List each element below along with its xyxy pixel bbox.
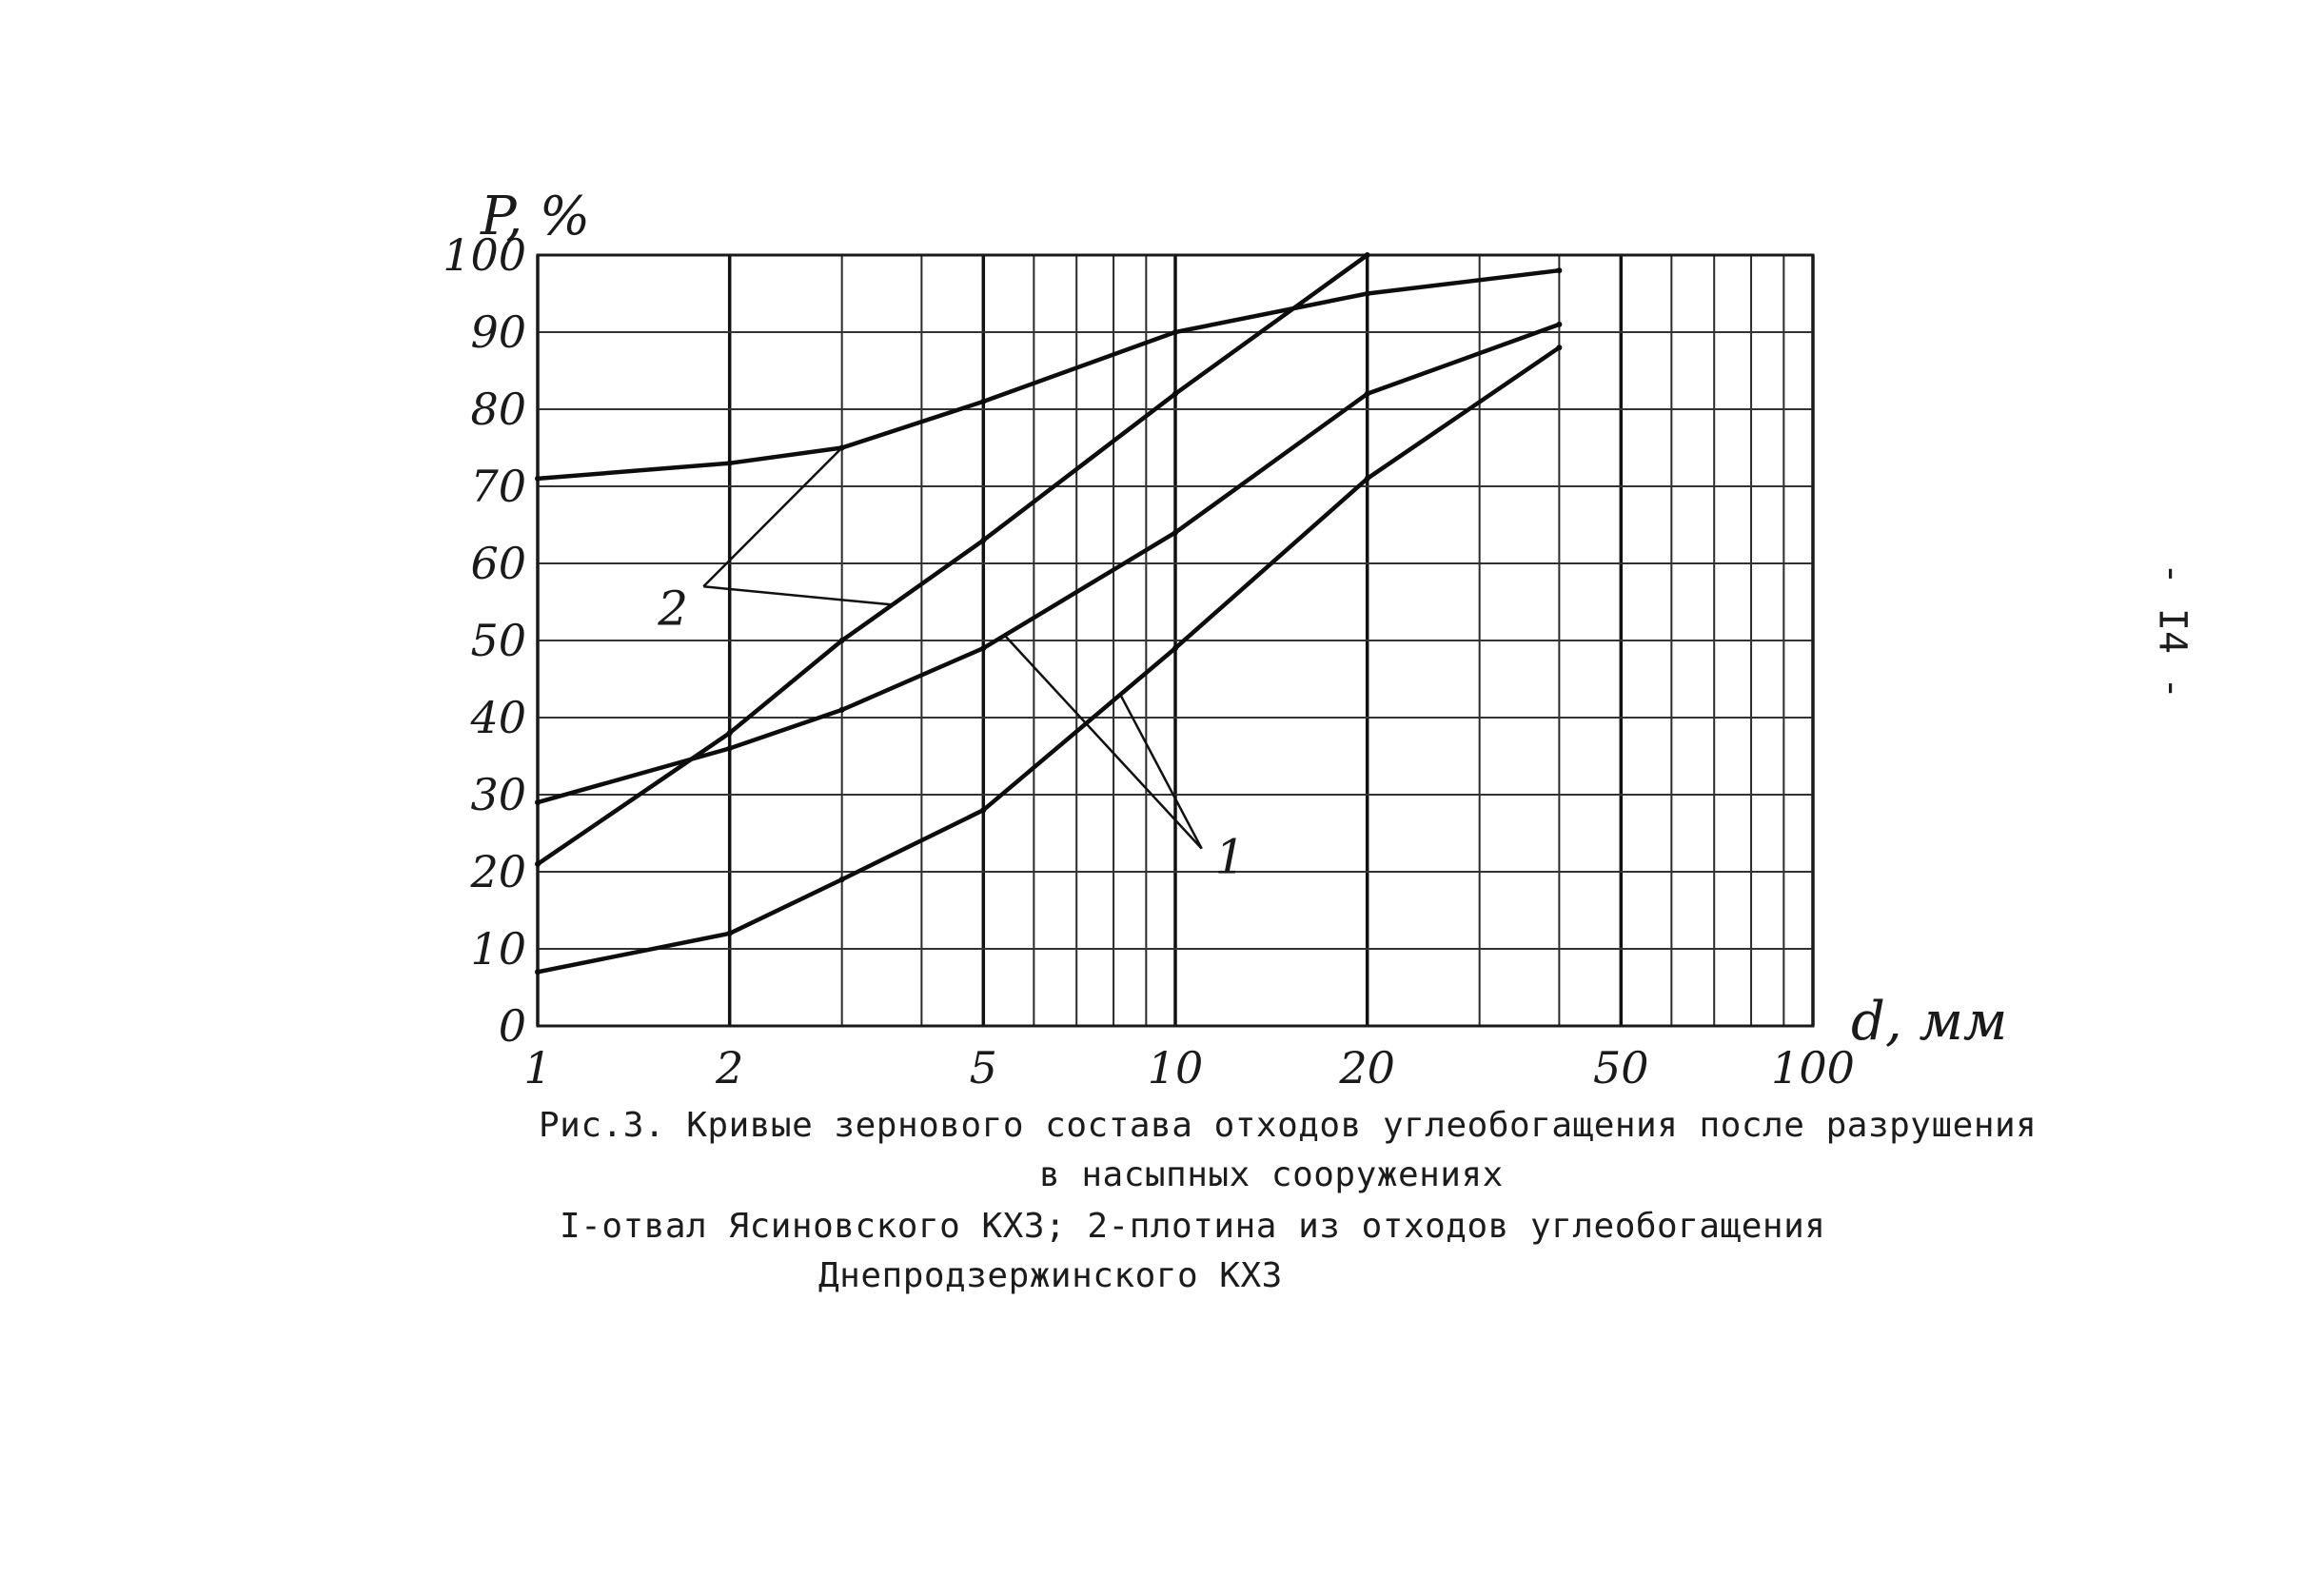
y-tick-label: 70: [470, 461, 526, 512]
series-1-point: [1556, 345, 1563, 351]
series-4-point: [726, 460, 733, 466]
series-4-point: [1556, 267, 1563, 274]
y-tick-label: 60: [470, 538, 526, 589]
caption-line-3: I-отвал Ясиновского КХЗ; 2-плотина из от…: [560, 1207, 1826, 1246]
caption-line-2: в насыпных сооружениях: [1039, 1155, 1504, 1194]
page-number: - I4 -: [2150, 562, 2195, 700]
y-tick-label: 10: [470, 923, 526, 975]
series-4-point: [535, 475, 541, 482]
series-1-point: [980, 807, 987, 814]
series-3-point: [1172, 390, 1178, 397]
series-2-point: [726, 745, 733, 752]
x-tick-label: 100: [1771, 1042, 1855, 1094]
curve-label-2: 2: [657, 581, 688, 636]
leader-line-2-2: [703, 585, 893, 606]
series-2-point: [838, 706, 845, 713]
y-tick-label: 50: [470, 615, 526, 666]
series-line-4: [535, 267, 1562, 482]
x-tick-label: 20: [1338, 1042, 1395, 1094]
series-3-point: [838, 638, 845, 643]
series-2-point: [1364, 390, 1370, 397]
x-axis-label: d, мм: [1851, 991, 2007, 1053]
x-tick-label: 5: [970, 1042, 997, 1094]
series-1-point: [726, 930, 733, 936]
series-line-3: [535, 252, 1369, 867]
leader-lines: [702, 446, 1203, 850]
series-1-point: [838, 877, 845, 883]
y-tick-label: 30: [470, 769, 526, 820]
y-tick-label: 20: [469, 846, 526, 897]
series-3-point: [1364, 252, 1370, 258]
y-tick-labels: 0 10 20 30 40 50 60 70 80 90 100: [443, 229, 526, 1052]
series-3-point: [535, 860, 541, 867]
series-4-point: [980, 398, 987, 404]
series-1-point: [535, 969, 541, 975]
x-tick-label: 10: [1148, 1042, 1204, 1094]
series-2-point: [1556, 321, 1563, 327]
grid-major-lines: [536, 254, 1815, 1027]
series-1-point: [1364, 475, 1370, 482]
series-line-1: [535, 345, 1562, 975]
caption-line-1: Рис.3. Кривые зернового состава отходов …: [539, 1106, 2038, 1145]
x-tick-label: 50: [1593, 1042, 1649, 1094]
x-tick-label: 1: [523, 1042, 551, 1094]
series-1-point: [1172, 645, 1178, 652]
leader-line-1-2: [1003, 634, 1203, 850]
x-tick-labels: 1 2 5 10 20 50 100: [523, 1042, 1855, 1094]
y-tick-label: 90: [470, 306, 526, 358]
series-2-point: [1172, 529, 1178, 536]
y-tick-label: 40: [469, 692, 526, 743]
series-2-point: [980, 645, 987, 652]
plot-frame: [536, 253, 1815, 1028]
leader-line-1-1: [1119, 694, 1203, 850]
y-tick-label: 100: [443, 229, 526, 281]
y-axis-label: P, %: [480, 186, 590, 247]
caption-line-4: Днепродзержинского КХЗ: [818, 1256, 1283, 1295]
series-3-point: [980, 537, 987, 543]
leader-line-2-1: [702, 446, 843, 588]
series-4-point: [1364, 290, 1370, 297]
curve-label-1: 1: [1215, 830, 1246, 885]
x-tick-label: 2: [715, 1042, 743, 1094]
series-2-point: [535, 799, 541, 806]
y-tick-label: 80: [470, 384, 526, 435]
series-4-point: [1172, 329, 1178, 335]
series-3-point: [726, 730, 733, 737]
series-layer: [535, 252, 1563, 975]
y-tick-label: 0: [499, 1000, 526, 1052]
